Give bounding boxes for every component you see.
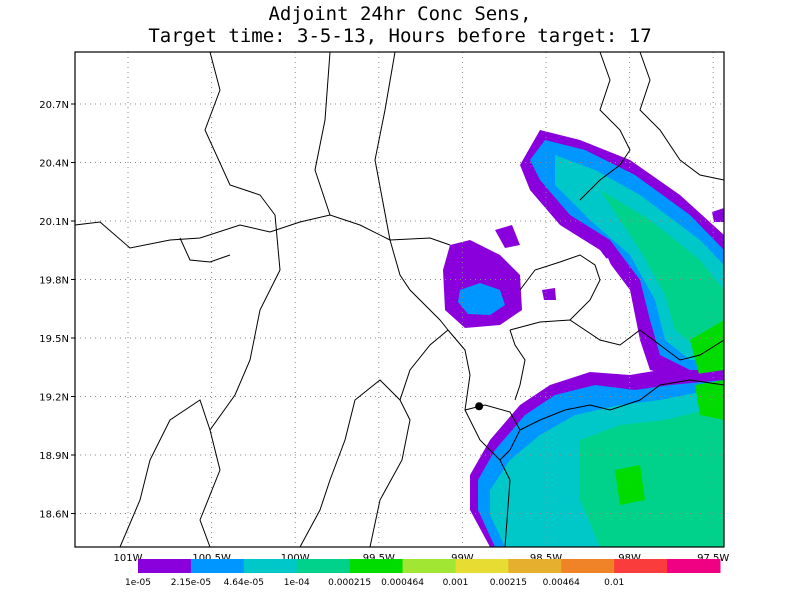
lon-label: 101W (114, 553, 143, 564)
map-title-line1: Adjoint 24hr Conc Sens, (268, 3, 532, 25)
longitude-axis-labels: 101W 100.5W 100W 99.5W 99W 98.5W 98W 97.5W (114, 553, 730, 564)
colorbar-segment (190, 559, 245, 573)
lon-label: 97.5W (697, 553, 729, 564)
lat-label: 19.5N (39, 334, 69, 345)
lat-label: 18.9N (39, 451, 69, 462)
lat-label: 19.8N (39, 276, 69, 287)
small-patch-2 (542, 288, 556, 300)
colorbar-segment (243, 559, 298, 573)
gridlines (75, 52, 724, 547)
colorbar-label: 0.00215 (490, 578, 527, 588)
lat-label: 20.4N (39, 159, 69, 170)
target-location-marker (475, 402, 484, 411)
lon-label: 100W (281, 553, 310, 564)
colorbar-label: 0.00464 (543, 578, 580, 588)
lon-label: 100.5W (192, 553, 231, 564)
colorbar-label: 2.15e-05 (171, 578, 211, 588)
colorbar-segment (349, 559, 404, 573)
map-title-line2: Target time: 3-5-13, Hours before target… (148, 25, 652, 47)
colorbar-segment (296, 559, 351, 573)
colorbar-segment (561, 559, 615, 573)
colorbar-segment (508, 559, 562, 573)
colorbar-label: 1e-05 (125, 578, 151, 588)
lat-label: 19.2N (39, 393, 69, 404)
white-hole (596, 258, 614, 278)
small-patch-3 (712, 208, 724, 222)
small-patch-1 (495, 225, 520, 248)
colorbar-label: 0.000215 (328, 578, 371, 588)
colorbar: 1e-05 2.15e-05 4.64e-05 1e-04 0.000215 0.0004… (125, 559, 721, 588)
plume-s-green-east (695, 380, 724, 420)
plume-s-teal (580, 405, 724, 547)
lon-label: 99.5W (363, 553, 395, 564)
lat-label: 20.1N (39, 217, 69, 228)
colorbar-label: 1e-04 (284, 578, 310, 588)
plume-ne-teal (600, 190, 724, 350)
colorbar-label: 0.01 (604, 578, 624, 588)
state-boundaries (75, 52, 724, 547)
lon-label: 98.5W (530, 553, 562, 564)
colorbar-segment (455, 559, 509, 573)
lat-label: 20.7N (39, 100, 69, 111)
lat-label: 18.6N (39, 510, 69, 521)
colorbar-segment (138, 559, 192, 573)
colorbar-segment (614, 559, 668, 573)
plume-s-green (615, 465, 645, 505)
lon-label: 98W (618, 553, 641, 564)
latitude-axis-labels: 20.7N 20.4N 20.1N 19.8N 19.5N 19.2N 18.9N 18.6N (39, 100, 75, 521)
colorbar-segment (667, 559, 721, 573)
central-blob-blue (458, 283, 505, 315)
plume-ne-green (690, 320, 724, 378)
colorbar-label: 0.001 (443, 578, 469, 588)
map-frame (74, 51, 725, 548)
lon-label: 99W (451, 553, 474, 564)
colorbar-label: 0.000464 (381, 578, 424, 588)
sensitivity-contours (443, 130, 724, 547)
colorbar-label: 4.64e-05 (224, 578, 264, 588)
colorbar-segment (402, 559, 456, 573)
